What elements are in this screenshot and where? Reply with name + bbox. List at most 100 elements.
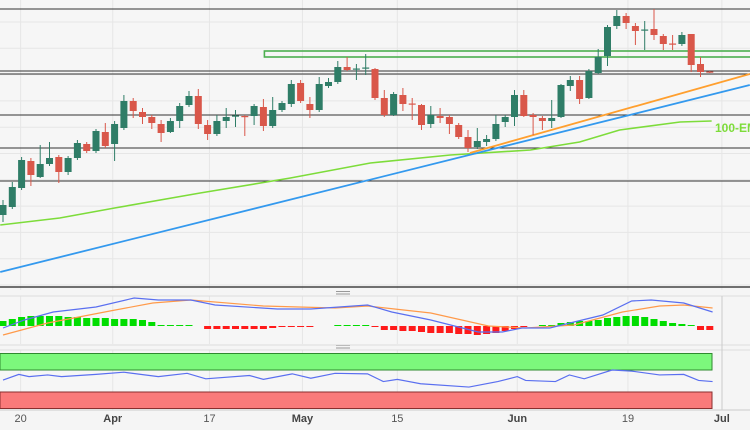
macd-histogram-bar: [669, 323, 677, 326]
macd-histogram-bar: [604, 318, 611, 326]
candle-bullish: [352, 68, 360, 70]
macd-histogram-bar: [371, 326, 379, 327]
macd-histogram-bar: [185, 325, 193, 326]
candle-bearish: [259, 107, 267, 126]
macd-histogram-bar: [520, 326, 528, 327]
macd-histogram-bar: [687, 325, 695, 326]
x-tick-label: 15: [391, 413, 404, 425]
candle-bullish: [501, 117, 509, 122]
macd-histogram-bar: [269, 326, 277, 328]
candle-bullish: [269, 110, 277, 126]
candle-bullish: [390, 94, 398, 115]
macd-histogram-bar: [418, 326, 425, 332]
candle-bullish: [566, 80, 574, 86]
macd-histogram-bar: [278, 326, 286, 327]
macd-histogram-bar: [176, 325, 184, 326]
candle-bullish: [64, 158, 72, 172]
macd-histogram-bar: [222, 326, 230, 329]
macd-histogram-bar: [297, 326, 305, 327]
macd-histogram-bar: [64, 317, 72, 326]
candle-bullish: [427, 115, 435, 124]
macd-histogram-bar: [334, 325, 342, 326]
candle-bearish: [436, 116, 444, 118]
ema-100-line: [0, 120, 712, 226]
candle-bearish: [194, 96, 202, 124]
candle-bearish: [659, 36, 667, 44]
rsi-line: [2, 369, 713, 388]
macd-signal-line: [2, 299, 713, 336]
trend-line: [0, 84, 750, 273]
candle-bearish: [445, 117, 453, 124]
candle-bearish: [101, 132, 109, 146]
macd-histogram-bar: [250, 326, 258, 329]
candle-bullish: [678, 35, 686, 44]
candle-bullish: [18, 160, 26, 188]
macd-histogram-bar: [157, 325, 165, 326]
macd-histogram-bar: [343, 325, 351, 326]
candle-bullish: [594, 57, 602, 73]
candle-bullish: [511, 95, 518, 117]
macd-histogram-bar: [594, 320, 602, 326]
candle-bearish: [455, 125, 463, 137]
candle-bearish: [520, 95, 528, 116]
candle-bearish: [371, 69, 379, 98]
candle-bearish: [399, 95, 407, 104]
macd-histogram-bar: [455, 326, 463, 334]
macd-histogram-bar: [36, 316, 44, 326]
candle-bullish: [557, 85, 565, 117]
x-tick-label: Apr: [103, 413, 123, 425]
candle-bullish: [613, 16, 621, 26]
macd-histogram-bar: [473, 326, 481, 335]
candle-bearish: [418, 105, 425, 125]
candle-bullish: [111, 124, 119, 144]
candle-bearish: [464, 137, 472, 148]
candle-bearish: [706, 71, 714, 73]
candle-bullish: [46, 158, 53, 164]
candle-bullish: [250, 106, 258, 116]
panel-splitter: [0, 290, 750, 296]
macd-histogram-bar: [445, 326, 453, 333]
candle-bullish: [185, 96, 193, 105]
candle-bullish: [641, 29, 649, 31]
candle-bearish: [687, 34, 695, 65]
macd-histogram-bar: [613, 317, 621, 326]
macd-histogram-bar: [697, 326, 704, 330]
candle-bullish: [166, 121, 174, 132]
macd-histogram-bar: [259, 326, 267, 329]
resistance-zone: [263, 50, 750, 58]
macd-histogram-bar: [436, 326, 444, 333]
rsi-oversold-zone: [0, 391, 713, 409]
candle-bullish: [492, 124, 500, 139]
candle-bearish: [297, 83, 305, 101]
macd-histogram-bar: [622, 316, 630, 326]
macd-histogram-bar: [27, 316, 35, 326]
macd-histogram-bar: [390, 326, 398, 330]
macd-histogram-bar: [641, 317, 649, 326]
candle-bullish: [278, 103, 286, 110]
ema-label: 100-EMA: [715, 121, 750, 135]
macd-histogram-bar: [631, 316, 639, 326]
macd-histogram-bar: [148, 322, 156, 326]
candle-bullish: [8, 187, 16, 207]
candle-bearish: [83, 144, 91, 151]
trend-line: [469, 73, 750, 154]
macd-histogram-bar: [101, 318, 109, 326]
macd-histogram-bar: [287, 326, 295, 327]
macd-histogram-bar: [120, 319, 128, 326]
macd-histogram-bar: [380, 326, 388, 330]
macd-histogram-bar: [650, 319, 658, 326]
candle-bullish: [325, 82, 332, 86]
candle-bearish: [129, 101, 137, 111]
macd-histogram-bar: [678, 324, 686, 326]
x-tick-label: 20: [14, 413, 27, 425]
macd-histogram-bar: [83, 318, 91, 326]
macd-histogram-bar: [139, 320, 146, 326]
macd-histogram-bar: [427, 326, 435, 333]
macd-histogram-bar: [483, 326, 491, 334]
candle-bullish: [315, 84, 323, 110]
candle-bearish: [27, 161, 35, 175]
candle-bearish: [529, 115, 537, 117]
candle-bearish: [148, 117, 156, 123]
candle-bearish: [55, 157, 63, 172]
